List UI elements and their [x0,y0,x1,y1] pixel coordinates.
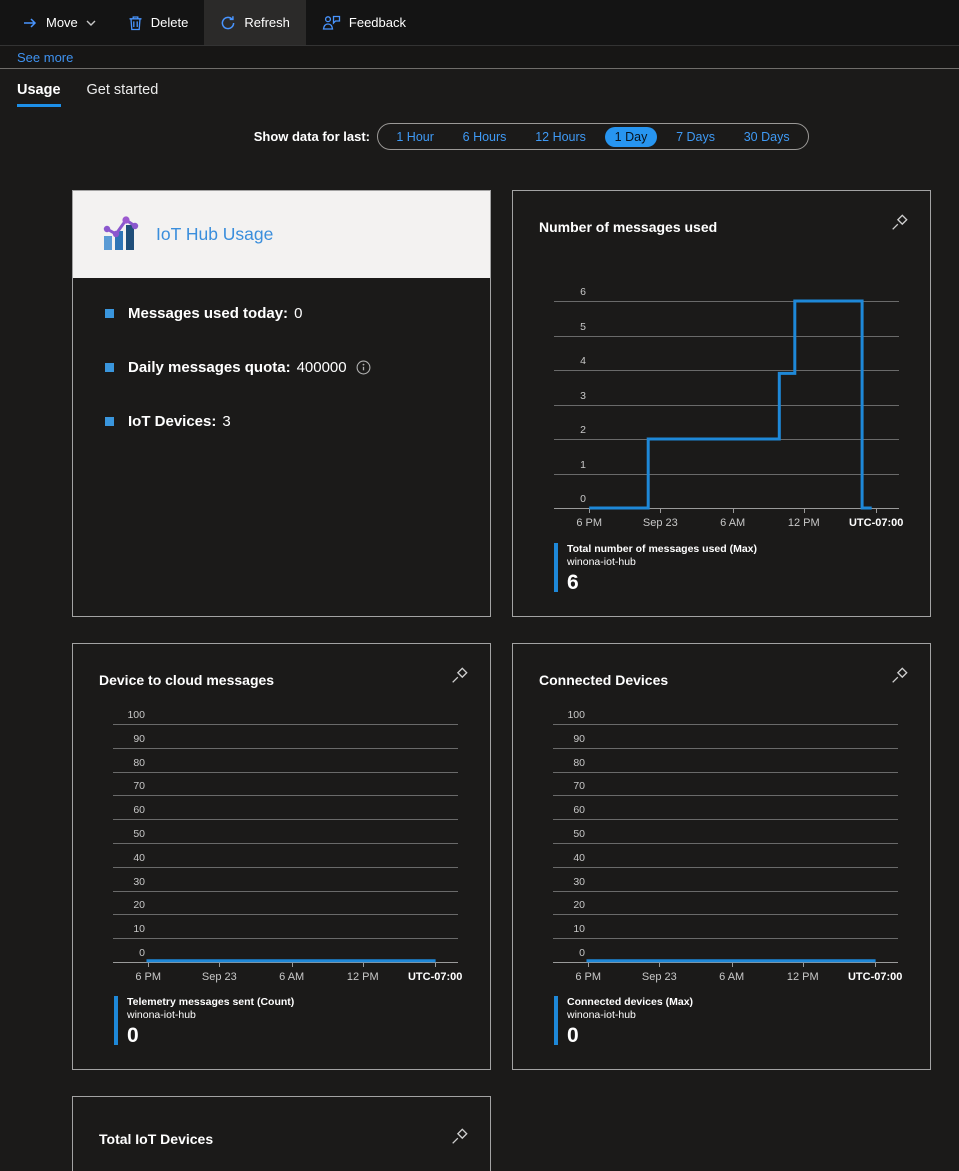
info-icon[interactable] [356,360,371,375]
chart-title: Total IoT Devices [99,1131,214,1147]
refresh-button[interactable]: Refresh [204,0,306,45]
feedback-label: Feedback [348,15,406,30]
chart-title: Number of messages used [539,219,718,235]
metric-iot-devices: IoT Devices: 3 [105,406,490,436]
move-label: Move [46,15,78,30]
time-option-6-hours[interactable]: 6 Hours [462,129,507,144]
tab-usage[interactable]: Usage [17,82,61,107]
time-option-12-hours[interactable]: 12 Hours [535,129,586,144]
iot-hub-usage-card: IoT Hub Usage Messages used today: 0 Dai… [72,190,491,617]
bullet-square-icon [105,416,114,426]
bullet-square-icon [105,308,114,318]
tab-get-started[interactable]: Get started [86,82,159,98]
tab-bar: Usage Get started [17,82,158,107]
connected-devices-chart-card: Connected Devices 0 10 20 30 40 50 60 70 80 90 100… [512,643,931,1070]
move-button[interactable]: Move [6,0,112,45]
time-option-1-hour[interactable]: 1 Hour [396,129,434,144]
feedback-person-icon [322,15,341,30]
chart-title: Device to cloud messages [99,672,275,688]
usage-card-title: IoT Hub Usage [156,224,274,244]
time-range-selector: 1 Hour 6 Hours 12 Hours 1 Day 7 Days 30 … [377,123,809,150]
bar-chart-trend-icon [101,212,143,257]
see-more-bar: See more [0,46,959,69]
chart-title: Connected Devices [539,672,669,688]
pin-icon[interactable] [450,1127,472,1149]
chart-legend[interactable]: Connected devices (Max) winona-iot-hub 0 [554,996,693,1047]
pin-icon[interactable] [890,666,912,688]
chart-legend[interactable]: Total number of messages used (Max) wino… [554,543,757,594]
see-more-link[interactable]: See more [17,49,74,65]
metric-daily-messages-quota: Daily messages quota: 400000 [105,352,490,382]
pin-icon[interactable] [450,666,472,688]
delete-label: Delete [150,15,189,30]
metric-messages-used-today: Messages used today: 0 [105,298,490,328]
time-filter-label: Show data for last: [253,129,370,144]
usage-metrics-list: Messages used today: 0 Daily messages qu… [73,278,490,436]
time-option-30-days[interactable]: 30 Days [743,129,790,144]
delete-button[interactable]: Delete [112,0,205,45]
total-iot-devices-card: Total IoT Devices [72,1096,491,1171]
time-filter-row: Show data for last: 1 Hour 6 Hours 12 Ho… [0,123,959,151]
arrow-right-icon [22,15,38,31]
time-option-1-day[interactable]: 1 Day [604,126,658,147]
legend-color-bar [554,996,558,1045]
legend-color-bar [114,996,118,1045]
device-to-cloud-chart: 0 10 20 30 40 50 60 70 80 90 100 6 PM Sep 23 6 AM 12 P… [73,644,490,1069]
refresh-icon [220,15,236,31]
time-option-7-days[interactable]: 7 Days [676,129,715,144]
refresh-label: Refresh [244,15,290,30]
bullet-square-icon [105,362,114,372]
usage-card-header[interactable]: IoT Hub Usage [73,191,490,278]
command-bar: Move Delete Refresh Feedback [0,0,959,46]
chevron-down-icon [86,19,96,27]
device-to-cloud-chart-card: Device to cloud messages 0 10 20 30 40 50 60 70… [72,643,491,1070]
pin-icon[interactable] [890,213,912,235]
chart-legend[interactable]: Telemetry messages sent (Count) winona-i… [114,996,294,1047]
feedback-button[interactable]: Feedback [306,0,422,45]
trash-icon [128,15,143,31]
legend-color-bar [554,543,558,592]
connected-devices-chart: 0 10 20 30 40 50 60 70 80 90 100 6 PM Sep 23 6 AM 12 P… [513,644,930,1069]
